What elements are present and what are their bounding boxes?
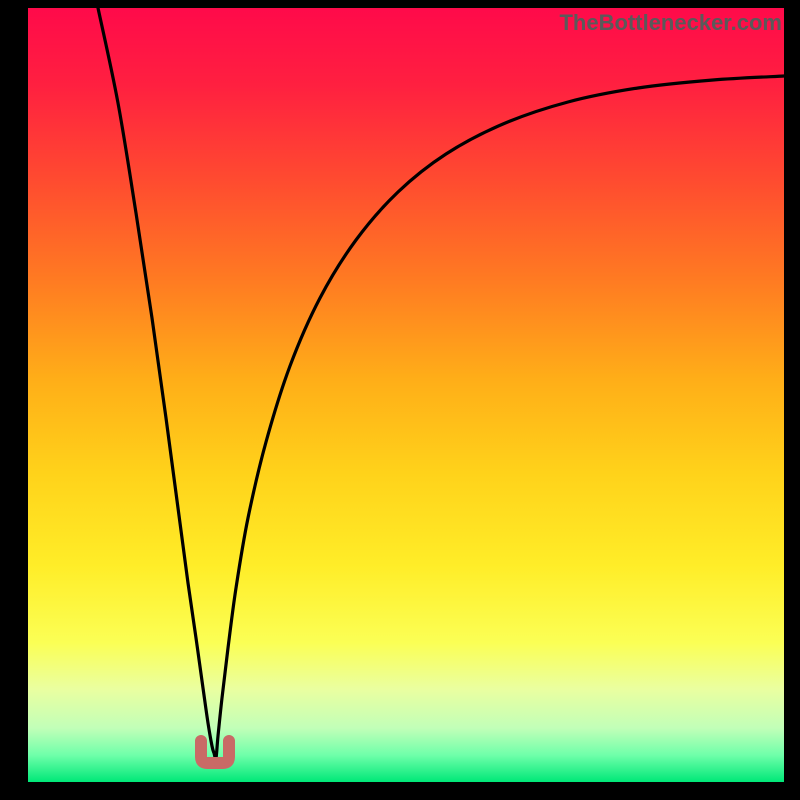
chart-frame: TheBottlenecker.com xyxy=(0,0,800,800)
bottleneck-curve xyxy=(98,8,784,759)
plot-area xyxy=(28,8,784,782)
watermark-text: TheBottlenecker.com xyxy=(559,10,782,36)
chart-svg xyxy=(28,8,784,782)
